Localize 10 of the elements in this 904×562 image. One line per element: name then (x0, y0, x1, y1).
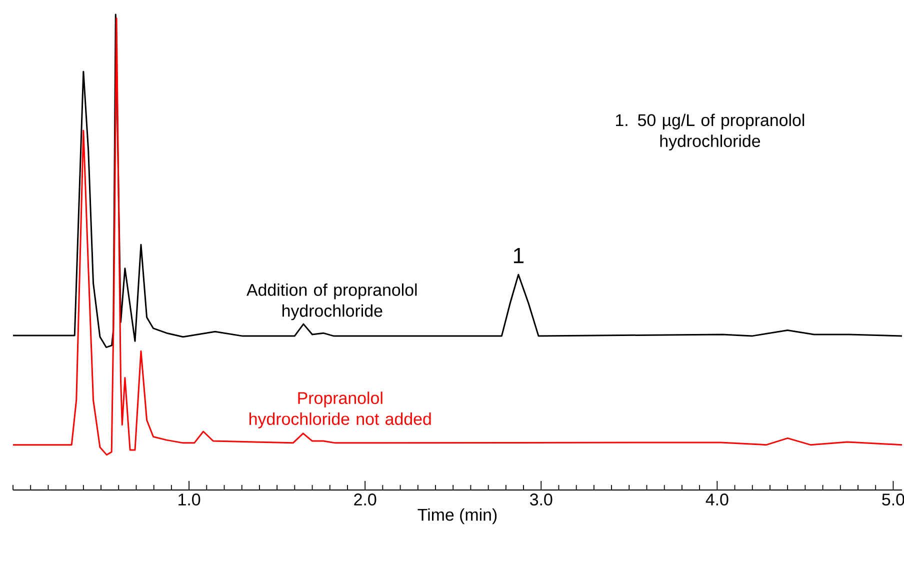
annotation: 1 (514, 248, 524, 264)
series-label: Propranolol hydrochloride not added (250, 392, 431, 428)
series-label: Addition of propranolol hydrochloride (246, 283, 417, 320)
x-tick-label: 2.0 (354, 494, 376, 506)
x-tick-label: 1.0 (178, 494, 200, 506)
x-axis-title: Time (min) (418, 508, 497, 524)
x-tick-label: 5.0 (882, 494, 904, 506)
x-tick-label: 4.0 (706, 494, 728, 506)
annotation: 1. 50 µg/L of propranolol hydrochloride (616, 114, 804, 150)
x-tick-label: 3.0 (530, 494, 552, 506)
